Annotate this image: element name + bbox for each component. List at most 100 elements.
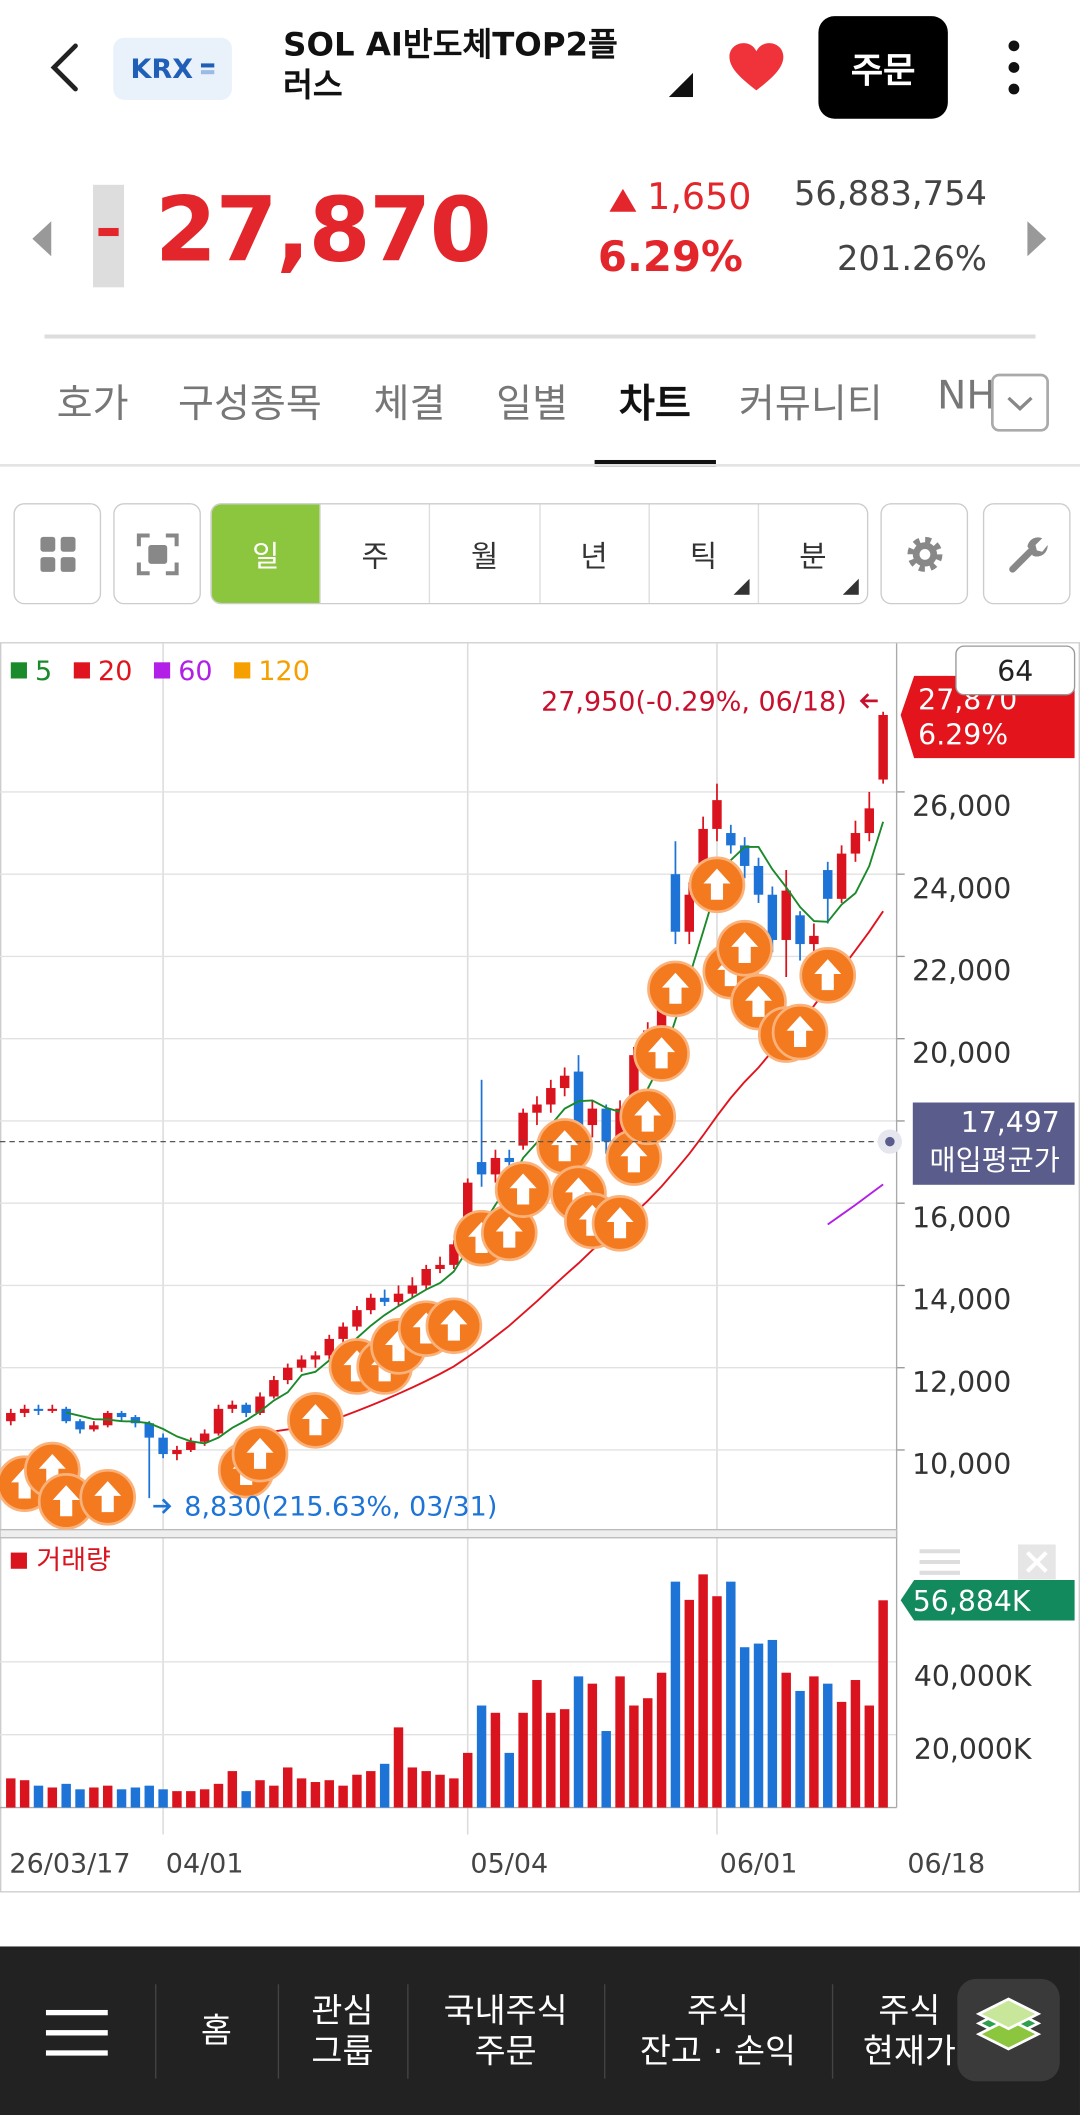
tab[interactable]: 구성종목 — [177, 380, 322, 427]
prev-arrow[interactable] — [32, 221, 54, 257]
volume-bar — [795, 1690, 805, 1808]
candle-body — [670, 874, 681, 932]
volume-bar — [753, 1643, 764, 1808]
period-button[interactable]: 년 — [538, 504, 648, 603]
volume-bar — [33, 1785, 44, 1808]
tab[interactable]: 차트 — [618, 380, 691, 427]
nav-item[interactable]: 주식 잔고 · 손익 — [639, 1990, 797, 2070]
candle-body — [172, 1449, 182, 1455]
volume-bar — [463, 1752, 473, 1808]
candle-body — [241, 1404, 251, 1413]
y-tick-label: 16,000 — [912, 1201, 1011, 1234]
buy-signal — [480, 1204, 538, 1262]
period-label: 분 — [799, 540, 827, 574]
candle-body — [19, 1408, 30, 1413]
candle-body — [255, 1396, 265, 1413]
legend-swatch — [153, 662, 171, 679]
volume-bar — [158, 1789, 168, 1808]
tab-bar: 호가 구성종목 체결 일별 차트 커뮤니티 NH — [0, 351, 991, 467]
period-button[interactable]: 틱 — [648, 504, 757, 603]
current-price: 27,870 — [155, 178, 492, 282]
moving-average — [827, 1183, 884, 1226]
more-menu[interactable] — [1003, 38, 1025, 97]
tool-button[interactable] — [982, 503, 1071, 605]
change-rate: 6.29% — [597, 233, 743, 282]
period-button[interactable]: 주 — [319, 504, 429, 603]
y-tick-label: 10,000 — [912, 1448, 1011, 1481]
average-price-badge — [912, 1102, 1075, 1185]
favorite-heart[interactable] — [727, 40, 786, 94]
legend-label: 20 — [98, 656, 132, 687]
buy-signal — [231, 1425, 289, 1483]
volume-bar — [601, 1731, 611, 1808]
signal-arrow — [440, 1309, 468, 1341]
volume-bar — [864, 1705, 875, 1808]
volume-bar — [490, 1712, 501, 1808]
candle-body — [836, 853, 847, 899]
candle-body — [449, 1244, 459, 1265]
next-arrow[interactable] — [1025, 221, 1047, 257]
y-tick-label: 22,000 — [912, 955, 1011, 988]
period-button[interactable]: 분 — [757, 504, 867, 603]
tab[interactable]: 체결 — [373, 380, 446, 427]
period-label: 틱 — [689, 540, 718, 574]
x-tick-label: 06/18 — [907, 1848, 985, 1879]
volume-bar — [629, 1705, 639, 1808]
settings-button[interactable] — [880, 503, 969, 605]
signal-arrow — [786, 1015, 814, 1047]
period-button[interactable]: 월 — [429, 504, 538, 603]
price-plot — [0, 711, 888, 1530]
candle-body — [864, 808, 875, 834]
candle-body — [559, 1075, 570, 1089]
volume-bar — [615, 1676, 625, 1808]
volume-bar — [324, 1780, 334, 1808]
volume-bar — [47, 1787, 58, 1808]
candle-body — [324, 1338, 334, 1356]
candle-body — [130, 1417, 141, 1424]
nav-item[interactable]: 홈 — [200, 2010, 232, 2050]
nav-separator — [277, 1984, 280, 2079]
submenu-triangle — [733, 578, 750, 595]
average-price-name: 매입평균가 — [930, 1144, 1060, 1177]
volume-bar — [116, 1789, 127, 1808]
period-button[interactable]: 일 — [211, 504, 320, 603]
layout-button[interactable] — [13, 503, 102, 605]
candle-body — [144, 1423, 154, 1438]
candle-body — [781, 890, 791, 940]
volume-bar — [504, 1752, 514, 1808]
capture-button[interactable] — [113, 503, 201, 605]
layers-button[interactable] — [957, 1978, 1060, 2082]
legend-label: 60 — [178, 656, 212, 687]
candle-body — [767, 894, 778, 940]
candle-body — [296, 1359, 307, 1368]
exchange-badge[interactable]: KRX — [113, 37, 232, 100]
x-tick-label: 04/01 — [166, 1848, 244, 1879]
volume-bar — [338, 1785, 348, 1808]
back-button[interactable] — [40, 40, 89, 94]
tab[interactable]: 커뮤니티 — [738, 380, 883, 427]
tab[interactable]: 호가 — [56, 380, 129, 427]
candle-body — [116, 1412, 127, 1418]
volume-bar — [310, 1782, 321, 1808]
tab-dropdown[interactable] — [991, 373, 1049, 432]
volume-bar — [698, 1574, 708, 1808]
title-dropdown[interactable] — [668, 72, 694, 98]
nav-item[interactable]: 주식 현재가 — [862, 1990, 956, 2070]
candle-body — [47, 1408, 58, 1411]
nav-separator — [155, 1984, 157, 2079]
buy-signal — [536, 1118, 593, 1175]
nav-item[interactable]: 관심 그룹 — [311, 1990, 374, 2070]
signal-arrow — [606, 1207, 634, 1239]
candle-body — [629, 1055, 639, 1109]
tab[interactable]: 일별 — [496, 380, 569, 427]
y-tick-label: 26,000 — [912, 790, 1011, 823]
stock-title[interactable]: SOL AI반도체TOP2플러스 — [283, 25, 618, 104]
nav-item[interactable]: 국내주식 주문 — [443, 1990, 568, 2070]
tab[interactable]: NH — [937, 372, 992, 419]
tab-separator — [0, 464, 1080, 467]
nav-separator — [604, 1984, 606, 2079]
average-price-label: 17,497 — [961, 1106, 1060, 1139]
order-button[interactable]: 주문 — [818, 16, 948, 119]
buy-signal — [647, 960, 704, 1018]
menu-button[interactable] — [45, 2009, 108, 2056]
